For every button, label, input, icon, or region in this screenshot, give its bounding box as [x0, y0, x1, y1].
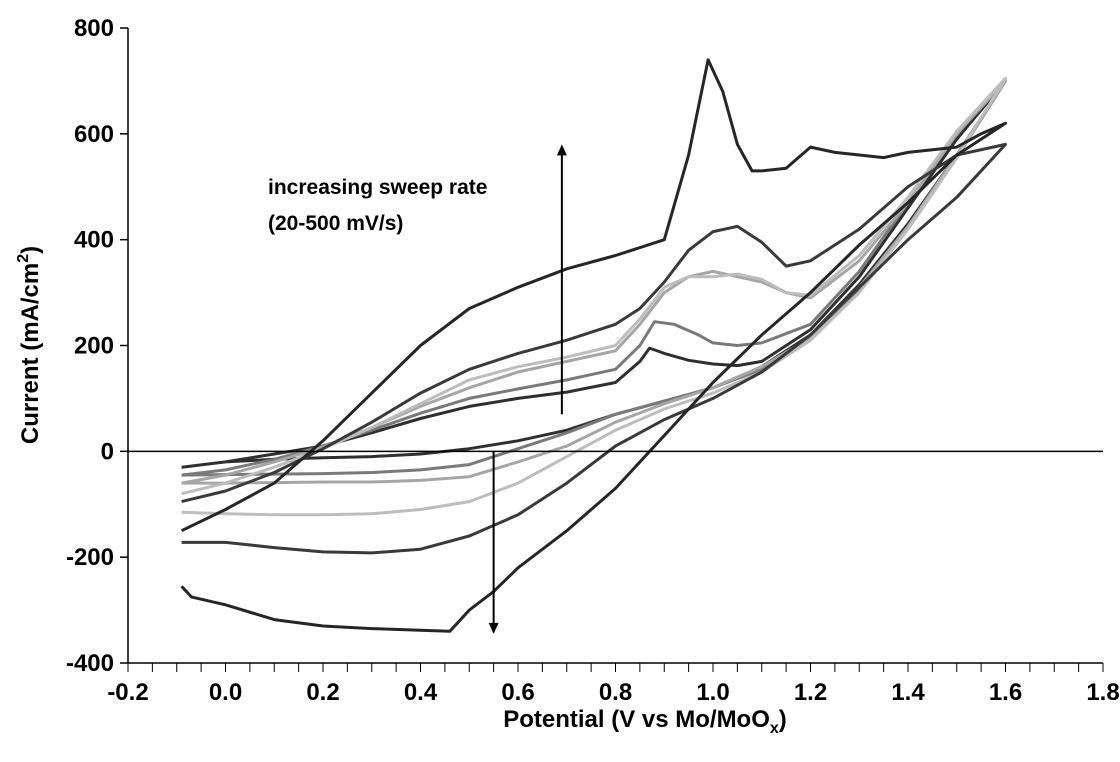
- x-axis-title-end: ): [779, 706, 787, 733]
- y-axis-title-superscript: 2: [15, 254, 32, 263]
- x-tick-label-5: 0.8: [599, 679, 632, 706]
- y-tick-label-6: 800: [74, 15, 114, 42]
- x-tick-label-10: 1.8: [1086, 679, 1119, 706]
- series-line-5: [181, 142, 1007, 555]
- y-tick-label-0: -400: [66, 650, 114, 677]
- series-line-6: [180, 58, 1007, 633]
- arrow-head-2: [488, 622, 499, 634]
- x-tick-label-0: -0.2: [107, 679, 148, 706]
- y-axis-title-end: ): [17, 246, 44, 254]
- series-layer: [180, 58, 1007, 633]
- y-tick-label-1: -200: [66, 544, 114, 571]
- x-axis-title: Potential (V vs Mo/MoOx): [503, 706, 787, 737]
- series-line-4: [181, 76, 1007, 517]
- x-tick-label-1: 0.0: [209, 679, 242, 706]
- y-tick-label-2: 0: [101, 438, 114, 465]
- x-tick-label-9: 1.6: [989, 679, 1022, 706]
- x-axis-title-subscript: x: [770, 720, 779, 737]
- annotation-line-2: (20-500 mV/s): [268, 212, 403, 235]
- x-tick-label-7: 1.2: [794, 679, 827, 706]
- arrow-head-1: [556, 144, 567, 156]
- y-tick-label-3: 200: [74, 333, 114, 360]
- y-tick-label-4: 400: [74, 227, 114, 254]
- annotation-line-1: increasing sweep rate: [268, 176, 487, 199]
- x-tick-label-8: 1.4: [891, 679, 925, 706]
- x-tick-label-4: 0.6: [501, 679, 534, 706]
- y-tick-label-5: 600: [74, 121, 114, 148]
- y-axis-title: Current (mA/cm2): [15, 246, 44, 444]
- series-line-1: [181, 79, 1007, 469]
- axis-layer: [120, 27, 1104, 672]
- annotation-layer: increasing sweep rate (20-500 mV/s): [268, 176, 487, 235]
- x-tick-label-6: 1.0: [696, 679, 729, 706]
- x-tick-label-3: 0.4: [404, 679, 438, 706]
- tick-label-layer: -400 -200 0 200 400 600 800 -0.2 0.0 0.2 0.4 0.6 0.8…: [66, 15, 1120, 706]
- x-tick-label-2: 0.2: [306, 679, 339, 706]
